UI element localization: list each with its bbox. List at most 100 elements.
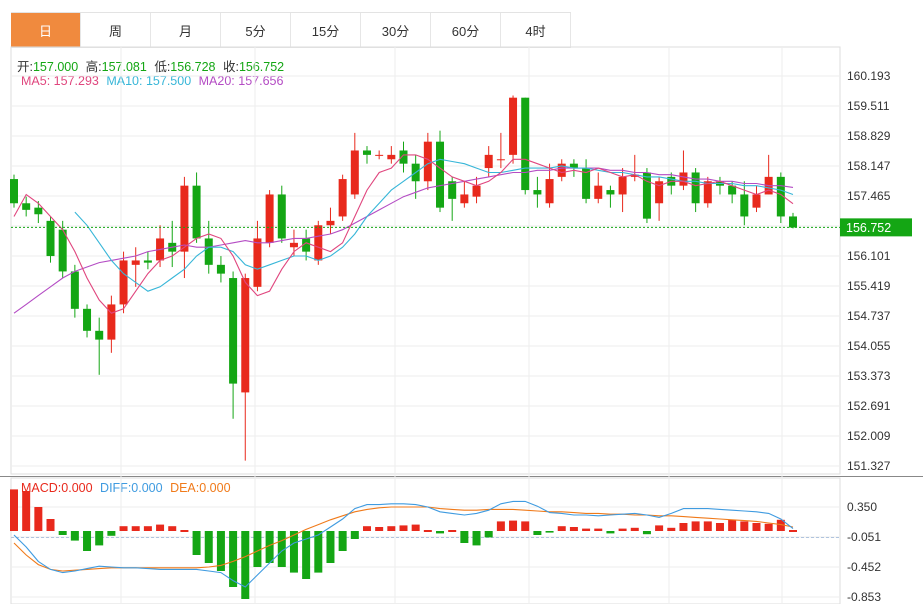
dea-value: DEA:0.000 (170, 481, 231, 495)
macd-bar (192, 531, 201, 555)
macd-bar (618, 528, 627, 531)
macd-bar (691, 521, 700, 531)
candle-body (728, 185, 737, 195)
ohlc-readout: 开:157.000 高:157.081 低:156.728 收:156.752 (17, 56, 288, 75)
macd-bar (180, 530, 189, 532)
candle-body (387, 154, 396, 160)
candle-body (46, 220, 55, 257)
macd-bar (752, 523, 761, 531)
tab-0[interactable]: 日 (11, 13, 81, 47)
macd-bar (95, 531, 104, 546)
candle-body (131, 260, 140, 265)
macd-bar (253, 531, 262, 567)
macd-tick-label: 0.350 (847, 500, 877, 514)
ma5-line (13, 154, 794, 314)
macd-bar (10, 489, 18, 531)
macd-bar (326, 531, 335, 563)
candle-body (496, 159, 505, 161)
macd-bar (387, 526, 396, 531)
macd-bar (703, 521, 712, 531)
candle-body (362, 150, 371, 155)
ma10-line (74, 158, 794, 292)
macd-bar (776, 519, 785, 531)
candle-body (691, 172, 700, 204)
current-price-label: 156.752 (846, 221, 891, 235)
macd-bar (448, 530, 457, 532)
price-tick-label: 160.193 (847, 69, 891, 83)
candle-body (338, 179, 347, 217)
macd-bar (606, 531, 615, 534)
candle-body (582, 168, 591, 199)
current-price-badge (840, 218, 912, 237)
candle-body (119, 260, 128, 305)
macd-bar (119, 526, 128, 531)
macd-bar (521, 521, 530, 531)
price-tick-label: 154.737 (847, 309, 891, 323)
price-tick-label: 151.327 (847, 459, 891, 473)
candle-body (192, 185, 201, 239)
tab-7[interactable]: 4时 (501, 13, 571, 47)
candle-body (204, 238, 213, 265)
candle-body (180, 185, 189, 252)
candle-body (655, 181, 664, 204)
macd-bar (302, 531, 311, 579)
tab-4[interactable]: 15分 (291, 13, 361, 47)
candle-body (277, 194, 286, 239)
candle-body (399, 150, 408, 164)
macd-bar (423, 530, 432, 532)
candle-body (314, 225, 323, 261)
candle-body (375, 154, 384, 156)
tab-6[interactable]: 60分 (431, 13, 501, 47)
price-tick-label: 155.419 (847, 279, 891, 293)
macd-bar (46, 519, 55, 531)
macd-bar (399, 525, 408, 531)
macd-bar (107, 531, 116, 536)
candle-body (557, 163, 566, 177)
macd-bar (204, 531, 213, 563)
macd-bar (277, 531, 286, 567)
tab-3[interactable]: 5分 (221, 13, 291, 47)
candle-body (569, 163, 578, 169)
diff-value: DIFF:0.000 (100, 481, 163, 495)
macd-bar (216, 531, 225, 571)
open-label: 开:157.000 (17, 60, 79, 74)
macd-bar (594, 528, 603, 531)
tab-1[interactable]: 周 (81, 13, 151, 47)
macd-tick-label: -0.452 (847, 560, 881, 574)
candle-body (606, 190, 615, 195)
macd-bar (460, 531, 469, 543)
candle-body (22, 203, 31, 210)
candle-body (484, 154, 493, 169)
candle-body (618, 176, 627, 195)
macd-bar (764, 523, 773, 531)
ma20-readout: MA20: 157.656 (198, 74, 284, 88)
candle-body (253, 238, 262, 287)
price-tick-label: 152.009 (847, 429, 891, 443)
macd-bar (557, 526, 566, 531)
candle-body (229, 278, 238, 384)
macd-tick-label: -0.853 (847, 590, 881, 604)
main-panel-frame (10, 46, 841, 475)
macd-bar (265, 531, 274, 563)
tab-5[interactable]: 30分 (361, 13, 431, 47)
candle-body (436, 141, 445, 208)
macd-bar (569, 527, 578, 531)
candle-body (460, 194, 469, 204)
macd-bar (715, 523, 724, 531)
macd-bar (728, 519, 737, 531)
dea-line (13, 506, 794, 572)
candle-body (630, 174, 639, 177)
candle-body (95, 330, 104, 340)
diff-line (13, 500, 794, 588)
macd-readout: MACD:0.000 DIFF:0.000 DEA:0.000 (21, 481, 235, 495)
price-tick-label: 159.511 (847, 99, 890, 113)
ma10-readout: MA10: 157.500 (106, 74, 192, 88)
macd-bar (362, 526, 371, 531)
tab-2[interactable]: 月 (151, 13, 221, 47)
candle-body (34, 207, 43, 215)
timeframe-tabs: 日周月 5分 15分 30分 60分 4时 (11, 12, 571, 48)
candle-body (521, 97, 530, 191)
ma-readout: MA5: 157.293 MA10: 157.500 MA20: 157.656 (21, 74, 287, 88)
candle-body (740, 194, 749, 217)
